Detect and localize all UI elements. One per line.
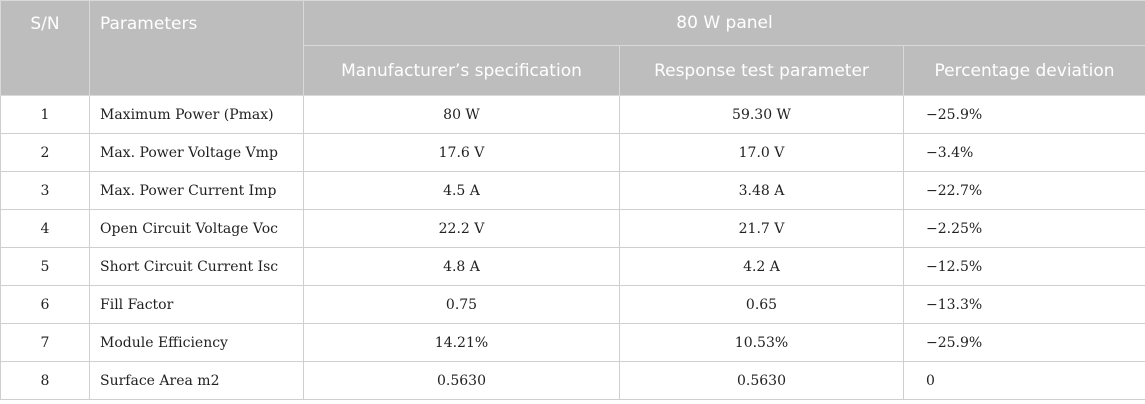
cell-sn: 4: [0, 209, 90, 248]
cell-deviation: −12.5%: [903, 247, 1145, 286]
cell-parameter: Max. Power Voltage Vmp: [89, 133, 304, 172]
cell-manufacturer: 14.21%: [303, 323, 620, 362]
table-header: S/N Parameters 80 W panel Manufacturer’s…: [0, 0, 1145, 96]
cell-response: 0.5630: [619, 361, 904, 400]
cell-manufacturer: 17.6 V: [303, 133, 620, 172]
cell-parameter: Max. Power Current Imp: [89, 171, 304, 210]
cell-response: 10.53%: [619, 323, 904, 362]
header-deviation: Percentage deviation: [903, 45, 1145, 96]
header-parameters: Parameters: [89, 0, 304, 96]
cell-sn: 2: [0, 133, 90, 172]
table-row: 3 Max. Power Current Imp 4.5 A 3.48 A −22.7%: [0, 171, 1145, 210]
cell-manufacturer: 0.5630: [303, 361, 620, 400]
cell-response: 0.65: [619, 285, 904, 324]
cell-parameter: Module Efficiency: [89, 323, 304, 362]
cell-manufacturer: 0.75: [303, 285, 620, 324]
header-response: Response test parameter: [619, 45, 904, 96]
cell-deviation: −22.7%: [903, 171, 1145, 210]
header-manufacturer: Manufacturer’s specification: [303, 45, 620, 96]
cell-parameter: Fill Factor: [89, 285, 304, 324]
cell-manufacturer: 80 W: [303, 95, 620, 134]
header-row-1: S/N Parameters 80 W panel: [0, 0, 1145, 96]
table-row: 6 Fill Factor 0.75 0.65 −13.3%: [0, 285, 1145, 324]
cell-sn: 8: [0, 361, 90, 400]
table-row: 4 Open Circuit Voltage Voc 22.2 V 21.7 V −2.…: [0, 209, 1145, 248]
cell-response: 17.0 V: [619, 133, 904, 172]
cell-deviation: −13.3%: [903, 285, 1145, 324]
cell-sn: 3: [0, 171, 90, 210]
table-row: 1 Maximum Power (Pmax) 80 W 59.30 W −25.9%: [0, 95, 1145, 134]
cell-deviation: 0: [903, 361, 1145, 400]
cell-deviation: −25.9%: [903, 95, 1145, 134]
cell-deviation: −2.25%: [903, 209, 1145, 248]
cell-deviation: −3.4%: [903, 133, 1145, 172]
table-row: 2 Max. Power Voltage Vmp 17.6 V 17.0 V −3.4%: [0, 133, 1145, 172]
cell-sn: 6: [0, 285, 90, 324]
cell-sn: 1: [0, 95, 90, 134]
header-row-2: Manufacturer’s specification Response te…: [1, 45, 1145, 96]
table-row: 8 Surface Area m2 0.5630 0.5630 0: [0, 361, 1145, 400]
cell-parameter: Maximum Power (Pmax): [89, 95, 304, 134]
cell-sn: 5: [0, 247, 90, 286]
cell-response: 21.7 V: [619, 209, 904, 248]
header-group: 80 W panel: [303, 0, 1145, 46]
cell-deviation: −25.9%: [903, 323, 1145, 362]
table-body: 1 Maximum Power (Pmax) 80 W 59.30 W −25.9% 2 M…: [0, 95, 1145, 400]
cell-manufacturer: 4.8 A: [303, 247, 620, 286]
cell-manufacturer: 4.5 A: [303, 171, 620, 210]
table-row: 5 Short Circuit Current Isc 4.8 A 4.2 A −12.…: [0, 247, 1145, 286]
cell-parameter: Open Circuit Voltage Voc: [89, 209, 304, 248]
cell-sn: 7: [0, 323, 90, 362]
cell-parameter: Surface Area m2: [89, 361, 304, 400]
cell-response: 59.30 W: [619, 95, 904, 134]
cell-response: 3.48 A: [619, 171, 904, 210]
cell-response: 4.2 A: [619, 247, 904, 286]
cell-manufacturer: 22.2 V: [303, 209, 620, 248]
table-row: 7 Module Efficiency 14.21% 10.53% −25.9%: [0, 323, 1145, 362]
cell-parameter: Short Circuit Current Isc: [89, 247, 304, 286]
header-sn: S/N: [0, 0, 90, 96]
